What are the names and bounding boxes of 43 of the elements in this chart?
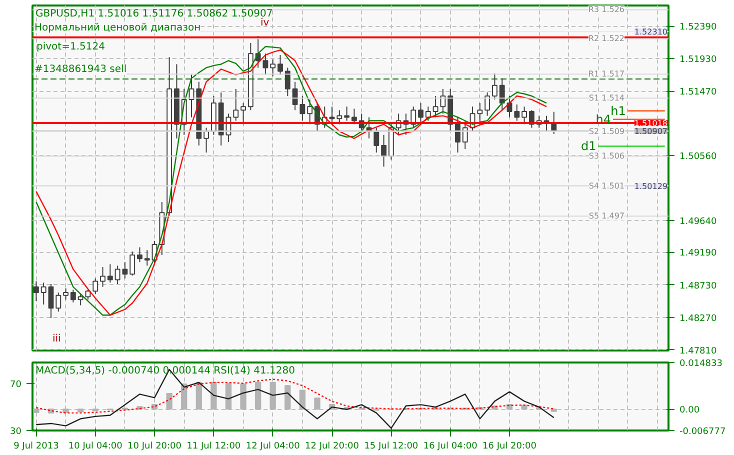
- x-tick-label: 10 Jul 04:00: [68, 442, 123, 452]
- ref-line-label: S5 1.497: [588, 212, 625, 221]
- ref-line-label: S2 1.509: [588, 126, 625, 136]
- ref-line-label: 1.50129: [634, 182, 668, 191]
- y-tick-label: 1.52390: [680, 22, 717, 32]
- series-label: h1: [610, 104, 626, 118]
- annotation: iv: [260, 18, 270, 28]
- x-tick-label: 16 Jul 04:00: [423, 442, 478, 452]
- y2-tick-label: 70: [10, 380, 22, 390]
- y-tick-label: 1.50560: [680, 152, 717, 162]
- x-tick-label: 16 Jul 20:00: [482, 442, 537, 452]
- ref-line-label: S3 1.506: [588, 152, 625, 161]
- ref-line-label: S4 1.501: [588, 181, 625, 190]
- x-tick-label: 9 Jul 2013: [14, 442, 59, 452]
- ref-line-label: R1 1.517: [588, 70, 624, 79]
- ref-line-label: Нормальний ценовой диапазон: [34, 22, 201, 34]
- series-label: d1: [580, 139, 596, 154]
- y-tick-label: 1.48270: [680, 314, 717, 324]
- y-tick-label: 1.49640: [680, 216, 717, 227]
- ref-line-label: #1348861943 sell: [34, 64, 127, 76]
- chart-title: GBPUSD,H1 1.51016 1.51176 1.50862 1.50907: [36, 8, 273, 20]
- ref-line-label: S1 1.514: [588, 94, 625, 103]
- x-tick-label: 12 Jul 20:00: [305, 442, 360, 452]
- y-tick-label: 1.51470: [680, 88, 717, 98]
- y-tick-label: 1.48730: [680, 281, 717, 292]
- x-tick-label: 12 Jul 04:00: [246, 442, 300, 452]
- ref-line-label: 1.50907: [634, 126, 668, 136]
- x-tick-label: 11 Jul 12:00: [186, 442, 241, 452]
- ref-line-label: 1.52310: [634, 28, 668, 37]
- x-tick-label: 15 Jul 12:00: [364, 442, 418, 452]
- y-tick-label: 1.49190: [680, 248, 717, 259]
- y2-tick-label: 30: [10, 427, 22, 437]
- ref-line-label: R3 1.526: [588, 5, 624, 14]
- y-tick-label: 0.014833: [680, 359, 722, 369]
- annotation: iii: [52, 334, 61, 344]
- y-tick-label: 0.00: [680, 406, 700, 416]
- y-tick-label: -0.006777: [680, 427, 726, 437]
- x-tick-label: 10 Jul 20:00: [128, 442, 182, 452]
- y-tick-label: 1.51930: [680, 55, 717, 66]
- ref-line-label: 1.51018: [634, 119, 668, 128]
- annotation: pivot=1.5124: [36, 42, 105, 52]
- ref-line-label: R2 1.522: [588, 34, 624, 44]
- y-tick-label: 1.47810: [680, 346, 717, 356]
